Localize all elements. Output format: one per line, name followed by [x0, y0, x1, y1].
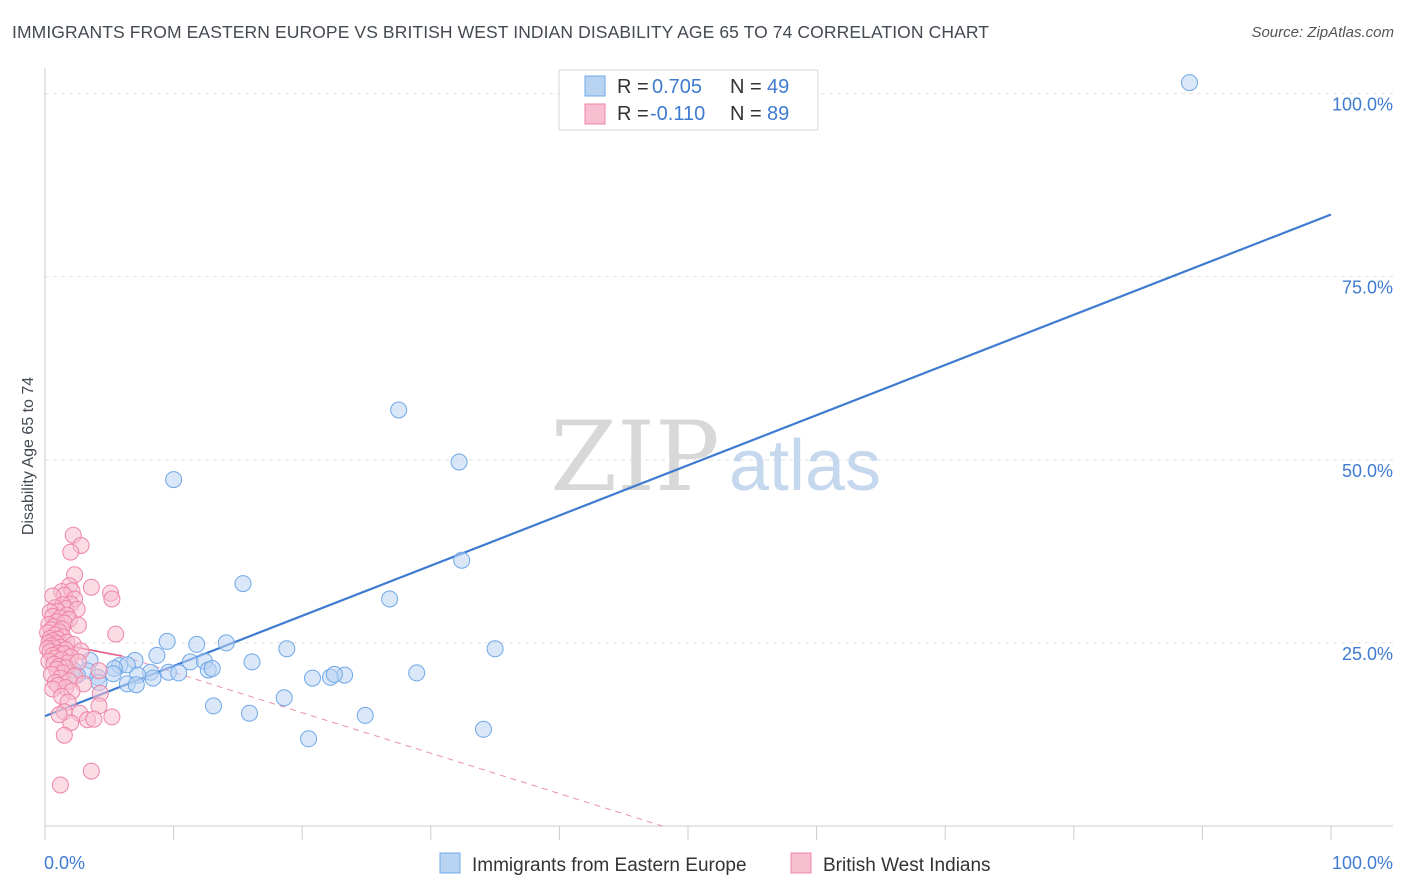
point-eastern-europe — [205, 697, 222, 715]
point-eastern-europe — [165, 471, 183, 489]
point-eastern-europe — [127, 676, 145, 694]
point-british-west-indian — [69, 616, 87, 634]
point-eastern-europe — [486, 640, 504, 658]
y-tick-label: 50.0% — [1342, 461, 1393, 481]
point-eastern-europe — [1181, 74, 1198, 92]
point-eastern-europe — [234, 575, 252, 593]
legend-swatch-eastern-europe — [584, 75, 606, 97]
point-british-west-indian — [103, 708, 121, 726]
point-eastern-europe — [158, 632, 176, 650]
point-eastern-europe — [104, 665, 122, 683]
point-eastern-europe — [148, 646, 166, 664]
watermark-zip: ZIP — [550, 401, 719, 513]
point-eastern-europe — [475, 720, 492, 738]
data-points — [39, 74, 1198, 794]
point-eastern-europe — [325, 665, 343, 683]
point-eastern-europe — [217, 634, 235, 652]
point-eastern-europe — [408, 664, 426, 682]
x-tick-label: 0.0% — [44, 853, 85, 873]
point-eastern-europe — [356, 706, 374, 724]
chart-title: IMMIGRANTS FROM EASTERN EUROPE VS BRITIS… — [12, 22, 990, 42]
x-tick-label: 100.0% — [1332, 853, 1393, 873]
point-british-west-indian — [90, 662, 108, 680]
point-eastern-europe — [188, 635, 206, 653]
legend: R = 0.705 N = 49 R = -0.110 N = 89 — [558, 69, 819, 131]
legend-swatch-british-west-indian — [584, 103, 606, 125]
point-british-west-indian — [62, 543, 80, 561]
point-british-west-indian — [51, 776, 69, 794]
point-eastern-europe — [241, 704, 258, 722]
point-british-west-indian — [85, 710, 103, 728]
y-tick-label: 25.0% — [1342, 644, 1393, 664]
point-eastern-europe — [278, 640, 296, 658]
bottom-legend-label-british-west-indian: British West Indians — [823, 855, 991, 876]
point-british-west-indian — [50, 706, 68, 724]
point-british-west-indian — [103, 590, 121, 608]
trend-lines — [44, 213, 1332, 827]
point-eastern-europe — [300, 730, 318, 748]
point-eastern-europe — [170, 664, 188, 682]
y-axis-label: Disability Age 65 to 74 — [20, 377, 37, 535]
y-tick-label: 100.0% — [1332, 95, 1393, 115]
gridlines — [45, 93, 1393, 644]
point-eastern-europe — [203, 660, 221, 677]
bottom-legend: Immigrants from Eastern Europe British W… — [439, 852, 991, 876]
legend-n-label: N = — [730, 76, 762, 98]
point-british-west-indian — [55, 726, 73, 744]
legend-n-label: N = — [730, 103, 762, 125]
point-eastern-europe — [144, 669, 162, 687]
point-eastern-europe — [453, 551, 471, 569]
legend-r-label: R = — [617, 103, 649, 125]
series-british-west-indian — [39, 526, 125, 794]
legend-n-value-eastern-europe: 49 — [767, 76, 789, 98]
point-eastern-europe — [243, 653, 261, 671]
legend-n-value-british-west-indian: 89 — [767, 103, 789, 125]
point-british-west-indian — [82, 762, 100, 780]
point-eastern-europe — [304, 669, 321, 687]
source-label: Source: ZipAtlas.com — [1251, 24, 1394, 41]
legend-r-value-british-west-indian: -0.110 — [650, 103, 705, 125]
point-eastern-europe — [450, 453, 468, 471]
legend-r-value-eastern-europe: 0.705 — [652, 76, 702, 98]
legend-r-label: R = — [617, 76, 649, 98]
watermark-atlas: atlas — [729, 426, 881, 506]
point-eastern-europe — [381, 590, 399, 608]
point-eastern-europe — [390, 401, 408, 419]
watermark: ZIP atlas — [550, 401, 881, 513]
point-eastern-europe — [275, 689, 293, 707]
trend-line-eastern-europe — [44, 213, 1332, 718]
bottom-legend-swatch-british-west-indian — [790, 852, 812, 874]
y-tick-label: 75.0% — [1342, 278, 1393, 298]
trend-extension-british-west-indian — [122, 655, 663, 827]
point-british-west-indian — [82, 578, 100, 596]
axes — [44, 68, 1393, 840]
tick-labels: 25.0% 50.0% 75.0% 100.0% 0.0% 100.0% — [44, 95, 1393, 873]
bottom-legend-label-eastern-europe: Immigrants from Eastern Europe — [472, 855, 747, 876]
bottom-legend-swatch-eastern-europe — [439, 852, 461, 874]
point-british-west-indian — [107, 625, 125, 643]
